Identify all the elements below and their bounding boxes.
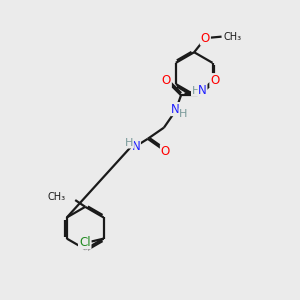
Text: O: O: [161, 145, 170, 158]
Text: Cl: Cl: [79, 236, 91, 249]
Text: H: H: [192, 86, 200, 96]
Text: N: N: [132, 140, 140, 153]
Text: CH₃: CH₃: [223, 32, 241, 42]
Text: N: N: [198, 84, 207, 97]
Text: O: O: [162, 74, 171, 87]
Text: CH₃: CH₃: [47, 192, 65, 202]
Text: H: H: [125, 138, 134, 148]
Text: N: N: [171, 103, 179, 116]
Text: O: O: [210, 74, 220, 87]
Text: O: O: [201, 32, 210, 45]
Text: H: H: [179, 109, 188, 119]
